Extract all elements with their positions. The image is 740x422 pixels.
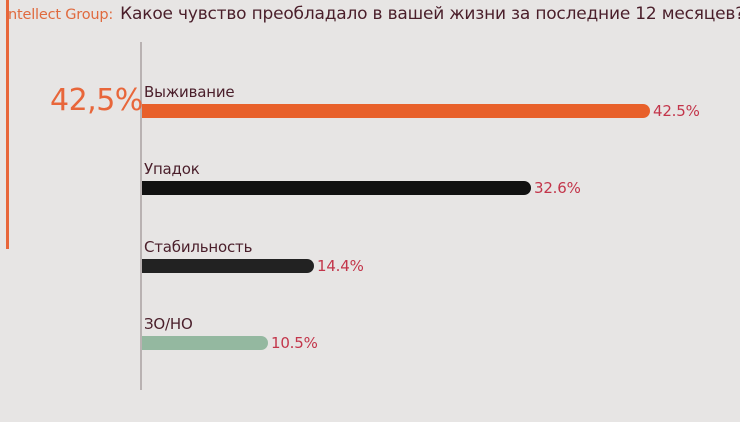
chart-title: Какое чувство преобладало в вашей жизни … [120,4,740,24]
bar [142,336,268,350]
category-label: Стабильность [144,238,253,256]
category-label: ЗО/НО [144,315,193,333]
category-label: Выживание [144,83,235,101]
value-label: 32.6% [534,179,581,197]
highlight-value: 42,5% [50,83,143,118]
value-label: 10.5% [271,334,318,352]
category-label: Упадок [144,160,200,178]
chart-header: ntellect Group: Какое чувство преобладал… [8,4,740,24]
y-axis-line [140,42,142,390]
bar [142,259,314,273]
value-label: 14.4% [317,257,364,275]
bar [142,104,650,118]
bar [142,181,531,195]
value-label: 42.5% [653,102,700,120]
accent-line [6,0,9,249]
brand-label: ntellect Group: [8,7,114,23]
